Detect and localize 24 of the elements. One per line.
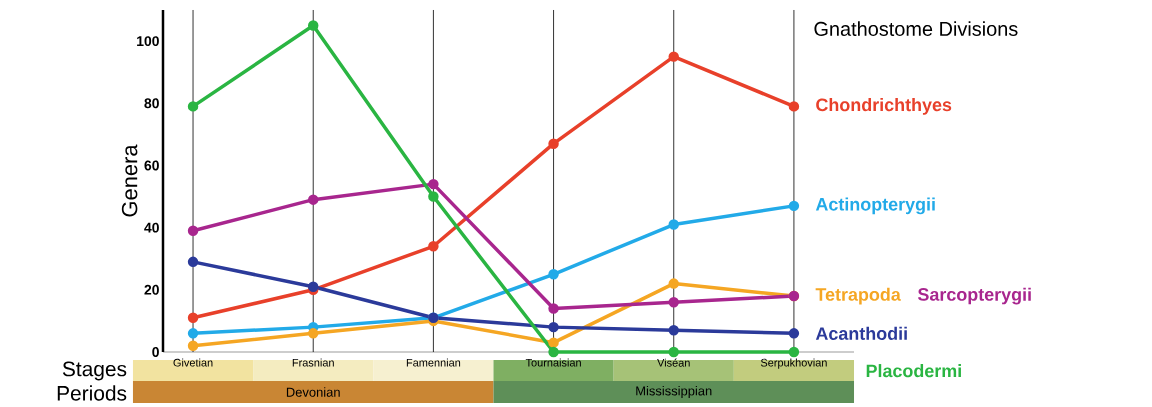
x-tick-label: Famennian — [406, 358, 461, 367]
x-tick-label: Tournaisian — [525, 358, 581, 367]
text: Placodermi — [866, 364, 961, 378]
y-axis-title: Genera — [121, 144, 138, 217]
y-tick-label: 40 — [144, 222, 159, 233]
y-tick-label: 100 — [137, 36, 159, 47]
x-tick-label: Serpukhovian — [760, 358, 827, 369]
x-axis-title: Stages — [62, 361, 127, 381]
y-tick-label: 0 — [152, 347, 159, 357]
y-tick-label: 80 — [144, 98, 159, 109]
series-label: Tetrapoda — [815, 287, 901, 305]
series-label: Actinopterygii — [815, 197, 935, 215]
text: Mississippian — [636, 385, 712, 399]
text: Devonian — [286, 387, 340, 397]
series-label: Chondrichthyes — [816, 98, 952, 115]
x-tick-label: Frasnian — [292, 358, 334, 367]
legend-title: Gnathostome Divisions — [814, 21, 1018, 36]
y-tick-label: 20 — [144, 284, 159, 295]
x-tick-label: Viséan — [657, 358, 690, 367]
series-label: Acanthodii — [815, 326, 907, 340]
text: Sarcopterygii — [917, 287, 1031, 305]
y-tick-label: 60 — [144, 160, 159, 171]
x-tick-label: Givetian — [173, 358, 213, 367]
text: Periods — [57, 385, 127, 401]
